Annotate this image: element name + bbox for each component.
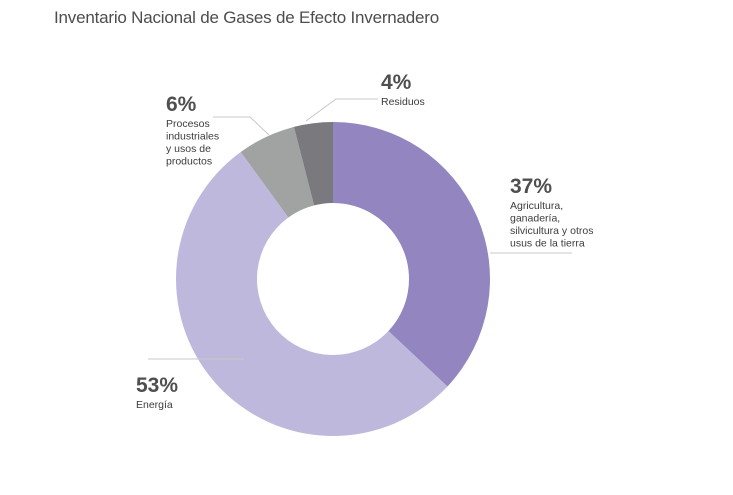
- category-label-energia: Energía: [136, 399, 173, 411]
- category-label-procesos-industriales: Procesos: [166, 118, 210, 130]
- percent-label-residuos: 4%: [381, 71, 412, 94]
- category-label-agricultura-ganaderia: Agricultura,: [510, 200, 563, 212]
- leader-line-residuos: [305, 98, 378, 122]
- percent-label-energia: 53%: [136, 374, 178, 397]
- percent-label-agricultura-ganaderia: 37%: [510, 175, 552, 198]
- labels-group: 37% Agricultura,ganadería,silvicultura y …: [136, 71, 593, 411]
- category-label-procesos-industriales: industriales: [166, 131, 219, 143]
- leader-lines-group: [148, 98, 572, 360]
- category-label-procesos-industriales: productos: [166, 156, 212, 168]
- slice-residuos: [293, 122, 333, 206]
- chart-title: Inventario Nacional de Gases de Efecto I…: [54, 8, 440, 27]
- slice-procesos-industriales: [240, 126, 315, 218]
- category-label-agricultura-ganaderia: silvicultura y otros: [510, 225, 593, 237]
- slice-agricultura-ganaderia: [333, 122, 491, 387]
- slice-energia: [176, 151, 448, 436]
- category-label-residuos: Residuos: [381, 96, 425, 108]
- category-label-agricultura-ganaderia: usus de la tierra: [510, 238, 585, 250]
- slices-group: [176, 122, 491, 436]
- percent-label-procesos-industriales: 6%: [166, 93, 197, 116]
- category-label-agricultura-ganaderia: ganadería,: [510, 213, 560, 225]
- category-label-procesos-industriales: y usos de: [166, 143, 211, 155]
- leader-line-procesos-industriales: [213, 116, 270, 136]
